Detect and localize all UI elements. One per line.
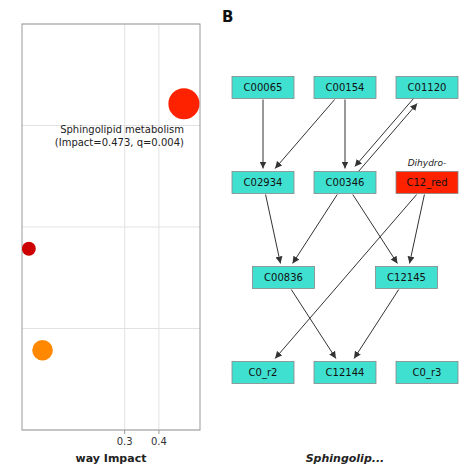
edge bbox=[266, 195, 281, 264]
node-label: C0_r2 bbox=[249, 367, 278, 379]
point bbox=[168, 88, 199, 119]
annotation: Sphingolipid metabolism (Impact=0.473, q=… bbox=[55, 124, 184, 148]
node-label: C0_r3 bbox=[413, 367, 442, 379]
edge bbox=[353, 195, 398, 264]
edge bbox=[345, 100, 346, 169]
node bbox=[396, 77, 458, 99]
edge bbox=[275, 100, 335, 169]
annotation-line: Sphingolipid metabolism bbox=[60, 124, 184, 135]
panel-label: Sphingolip... bbox=[306, 452, 385, 465]
x-axis-label: way Impact bbox=[76, 452, 147, 465]
plot-frame bbox=[22, 24, 200, 430]
grid-line bbox=[22, 328, 200, 329]
tick-label: 0.4 bbox=[151, 436, 167, 447]
grid bbox=[22, 24, 200, 430]
point bbox=[22, 242, 36, 256]
point bbox=[32, 340, 53, 361]
edge bbox=[410, 195, 425, 264]
node-label: C12144 bbox=[326, 367, 365, 378]
annotation-line: (Impact=0.473, q=0.004) bbox=[55, 137, 184, 148]
node bbox=[253, 267, 315, 289]
node-label: C00154 bbox=[326, 82, 365, 93]
points bbox=[22, 88, 199, 360]
node-label: C12_red bbox=[406, 177, 447, 189]
node bbox=[314, 77, 376, 99]
tick-mark bbox=[124, 430, 125, 434]
node bbox=[314, 362, 376, 384]
edge bbox=[263, 100, 264, 169]
panel-title: B bbox=[222, 8, 233, 26]
tick-mark bbox=[158, 430, 159, 434]
node-label: C02934 bbox=[244, 177, 283, 188]
node-label: C00346 bbox=[326, 177, 365, 188]
node bbox=[232, 362, 294, 384]
node bbox=[396, 172, 458, 194]
node-label: C01120 bbox=[408, 82, 447, 93]
grid-line bbox=[22, 227, 200, 228]
annotation: Dihydro- bbox=[408, 158, 447, 168]
edge bbox=[291, 290, 336, 359]
tick-label: 0.3 bbox=[117, 436, 133, 447]
node bbox=[232, 172, 294, 194]
nodes: C00065 C00154 C01120 C02934 C00346 C12_red C00… bbox=[232, 77, 458, 384]
edge bbox=[354, 290, 399, 359]
edge bbox=[293, 195, 338, 264]
figure: 0.3 0.4 way Impact Sphingolipid metabolism (… bbox=[0, 0, 474, 474]
node bbox=[232, 77, 294, 99]
node-label: C00065 bbox=[244, 82, 283, 93]
node-label: C00836 bbox=[264, 272, 303, 283]
grid-line bbox=[124, 24, 125, 430]
node-label: C12145 bbox=[387, 272, 426, 283]
x-axis: 0.3 0.4 bbox=[117, 430, 167, 447]
grid-line bbox=[158, 24, 159, 430]
node bbox=[314, 172, 376, 194]
edges bbox=[263, 98, 424, 359]
edge bbox=[355, 98, 415, 167]
node bbox=[396, 362, 458, 384]
node bbox=[376, 267, 438, 289]
